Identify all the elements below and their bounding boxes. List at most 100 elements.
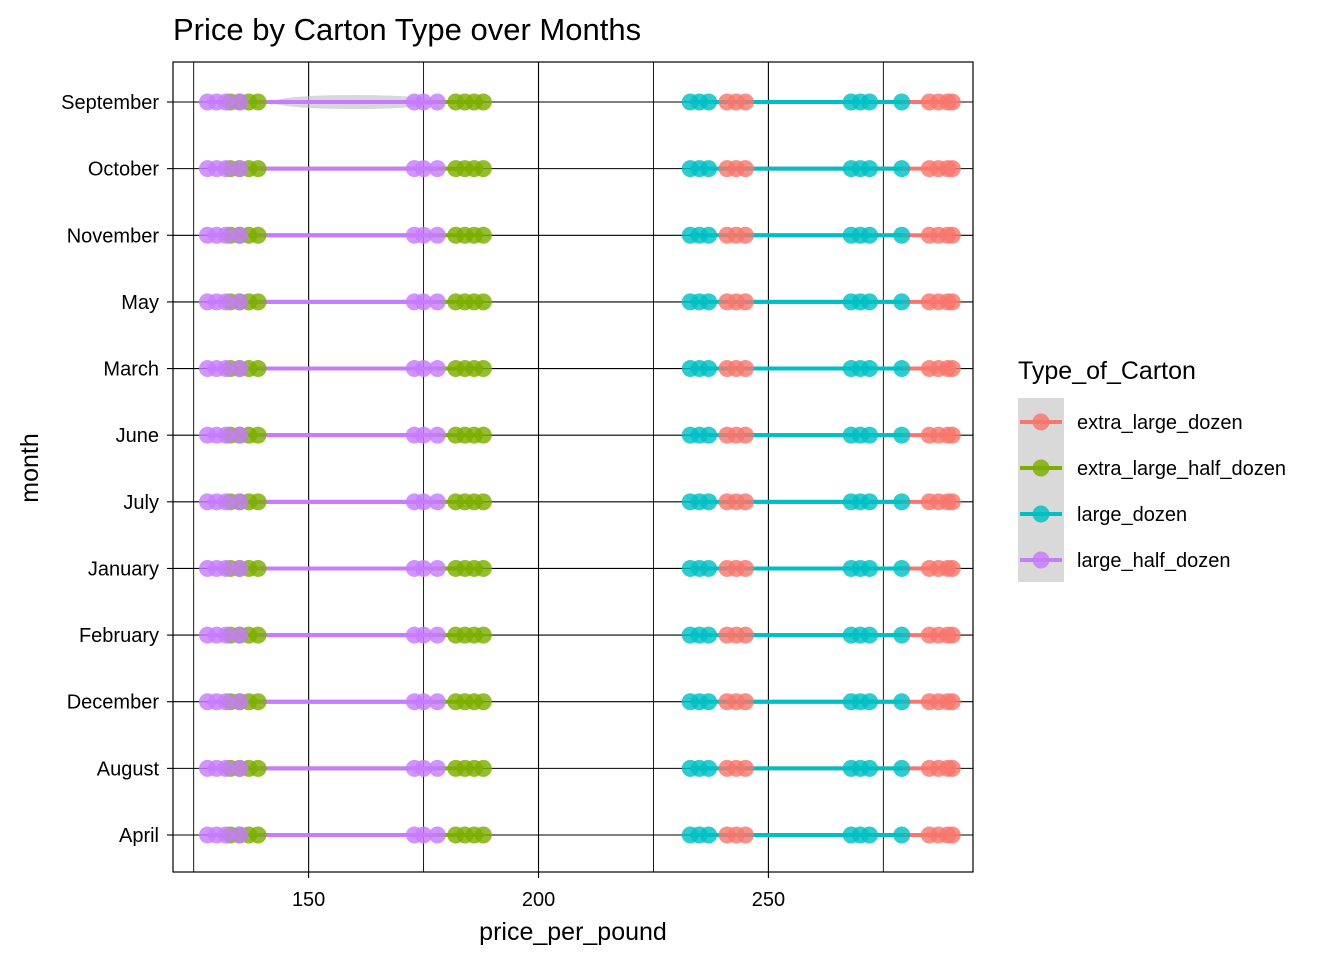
- point-large_half_dozen: [428, 360, 446, 378]
- legend-key-point: [1032, 505, 1050, 523]
- point-large_dozen: [861, 93, 879, 111]
- plot-border: [172, 61, 974, 873]
- y-tick-label: September: [61, 92, 159, 114]
- y-tick-label: May: [121, 292, 159, 314]
- point-large_half_dozen: [231, 426, 249, 444]
- point-large_half_dozen: [415, 559, 433, 577]
- point-extra_large_half_dozen: [249, 626, 267, 644]
- point-large_dozen: [861, 693, 879, 711]
- y-tick-label: April: [119, 825, 159, 847]
- point-large_half_dozen: [428, 226, 446, 244]
- point-extra_large_dozen: [736, 693, 754, 711]
- point-large_half_dozen: [231, 160, 249, 178]
- point-extra_large_half_dozen: [249, 693, 267, 711]
- point-extra_large_dozen: [943, 493, 961, 511]
- legend: Type_of_Carton extra_large_dozen extra_la…: [1018, 357, 1286, 582]
- point-large_dozen: [893, 693, 911, 711]
- y-tick-label: February: [79, 625, 159, 647]
- y-tick-label: October: [88, 159, 159, 181]
- point-large_half_dozen: [217, 626, 235, 644]
- point-extra_large_dozen: [943, 293, 961, 311]
- point-extra_large_half_dozen: [474, 293, 492, 311]
- point-extra_large_half_dozen: [249, 559, 267, 577]
- point-large_half_dozen: [415, 226, 433, 244]
- point-large_dozen: [700, 626, 718, 644]
- point-large_half_dozen: [231, 93, 249, 111]
- point-large_half_dozen: [415, 493, 433, 511]
- point-large_half_dozen: [415, 160, 433, 178]
- point-extra_large_dozen: [943, 360, 961, 378]
- point-large_dozen: [861, 626, 879, 644]
- point-large_half_dozen: [217, 693, 235, 711]
- point-large_half_dozen: [428, 93, 446, 111]
- x-tick-label: 150: [292, 889, 325, 911]
- point-large_dozen: [700, 559, 718, 577]
- point-extra_large_half_dozen: [474, 826, 492, 844]
- point-large_half_dozen: [231, 693, 249, 711]
- point-extra_large_dozen: [943, 759, 961, 777]
- point-extra_large_dozen: [943, 826, 961, 844]
- point-large_dozen: [861, 493, 879, 511]
- point-large_dozen: [861, 226, 879, 244]
- y-axis-title: month: [16, 433, 44, 502]
- legend-label: extra_large_dozen: [1077, 412, 1243, 434]
- point-extra_large_dozen: [736, 93, 754, 111]
- point-large_half_dozen: [428, 693, 446, 711]
- point-large_half_dozen: [415, 826, 433, 844]
- point-extra_large_half_dozen: [249, 293, 267, 311]
- point-large_half_dozen: [415, 360, 433, 378]
- point-extra_large_half_dozen: [474, 759, 492, 777]
- y-tick-label: March: [103, 359, 159, 381]
- point-large_half_dozen: [217, 93, 235, 111]
- chart-title: Price by Carton Type over Months: [173, 12, 641, 47]
- point-extra_large_dozen: [943, 693, 961, 711]
- point-large_half_dozen: [217, 759, 235, 777]
- point-extra_large_half_dozen: [474, 493, 492, 511]
- point-extra_large_dozen: [943, 626, 961, 644]
- point-large_dozen: [893, 160, 911, 178]
- point-extra_large_half_dozen: [474, 426, 492, 444]
- x-axis-title: price_per_pound: [479, 918, 667, 946]
- point-extra_large_half_dozen: [249, 160, 267, 178]
- point-large_dozen: [893, 826, 911, 844]
- point-large_half_dozen: [217, 559, 235, 577]
- point-large_half_dozen: [428, 759, 446, 777]
- x-tick-label: 200: [522, 889, 555, 911]
- y-tick-label: November: [67, 225, 160, 247]
- point-extra_large_half_dozen: [249, 360, 267, 378]
- point-extra_large_half_dozen: [249, 93, 267, 111]
- point-extra_large_dozen: [736, 759, 754, 777]
- point-extra_large_half_dozen: [249, 493, 267, 511]
- point-large_dozen: [700, 493, 718, 511]
- legend-label: extra_large_half_dozen: [1077, 458, 1286, 480]
- point-large_dozen: [700, 426, 718, 444]
- plot-panel: [172, 61, 974, 873]
- point-extra_large_half_dozen: [474, 559, 492, 577]
- point-large_dozen: [700, 160, 718, 178]
- point-large_half_dozen: [231, 493, 249, 511]
- point-large_half_dozen: [217, 493, 235, 511]
- point-extra_large_dozen: [736, 426, 754, 444]
- point-large_dozen: [893, 360, 911, 378]
- legend-key-point: [1032, 413, 1050, 431]
- point-large_half_dozen: [217, 160, 235, 178]
- point-large_half_dozen: [428, 493, 446, 511]
- point-large_half_dozen: [428, 293, 446, 311]
- point-large_half_dozen: [231, 759, 249, 777]
- point-large_half_dozen: [428, 626, 446, 644]
- point-large_half_dozen: [428, 160, 446, 178]
- point-extra_large_dozen: [736, 626, 754, 644]
- point-large_half_dozen: [428, 426, 446, 444]
- y-tick-label: June: [116, 425, 159, 447]
- point-extra_large_dozen: [736, 160, 754, 178]
- y-tick-label: July: [123, 492, 159, 514]
- point-large_half_dozen: [415, 93, 433, 111]
- x-axis: 150 200 250: [292, 872, 785, 911]
- y-tick-label: August: [97, 758, 160, 780]
- point-large_half_dozen: [231, 226, 249, 244]
- point-large_dozen: [861, 360, 879, 378]
- point-large_dozen: [861, 826, 879, 844]
- point-large_half_dozen: [415, 759, 433, 777]
- point-large_dozen: [893, 493, 911, 511]
- legend-title: Type_of_Carton: [1018, 357, 1196, 385]
